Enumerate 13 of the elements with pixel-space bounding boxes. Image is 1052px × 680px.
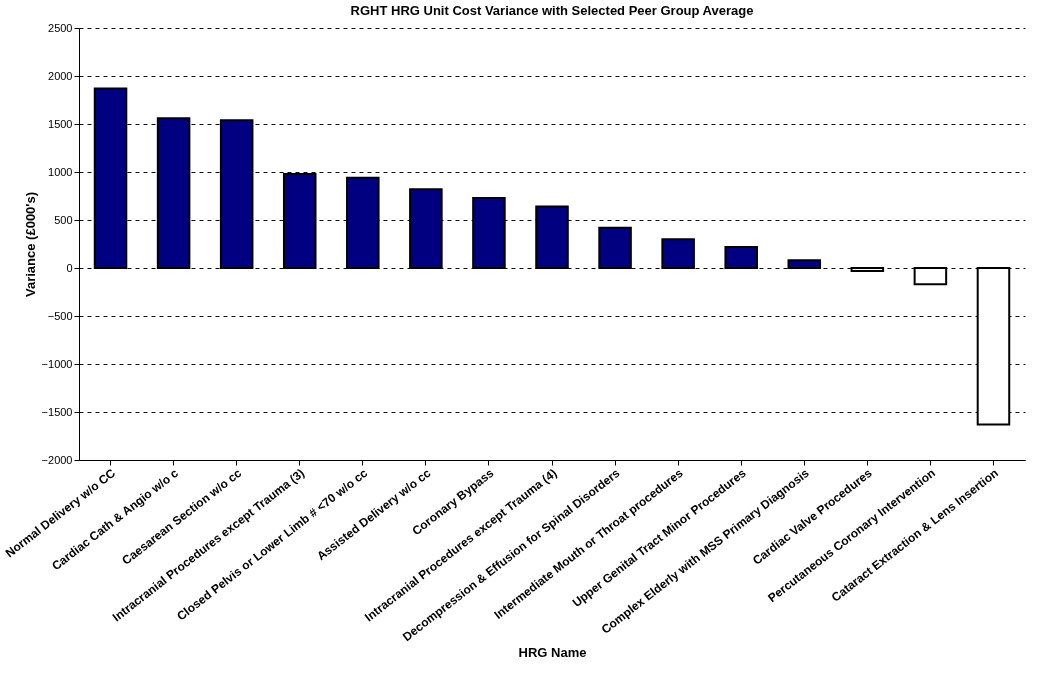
y-tick-label: −1000 xyxy=(41,357,73,370)
y-tick-label: −1500 xyxy=(41,405,73,418)
y-tick-label: 2500 xyxy=(48,21,73,34)
y-tick-label: −500 xyxy=(47,309,73,322)
chart-title: RGHT HRG Unit Cost Variance with Selected Peer Group Average xyxy=(350,3,754,18)
y-tick-label: −2000 xyxy=(41,453,73,466)
x-axis-title: HRG Name xyxy=(518,645,587,661)
y-tick-label: 2000 xyxy=(48,69,73,82)
y-tick-label: 1500 xyxy=(48,117,73,130)
y-axis-title: Variance (£000's) xyxy=(22,192,38,297)
y-tick-label: 1000 xyxy=(48,165,73,178)
y-tick-label: 0 xyxy=(66,261,73,274)
y-tick-label: 500 xyxy=(54,213,73,226)
